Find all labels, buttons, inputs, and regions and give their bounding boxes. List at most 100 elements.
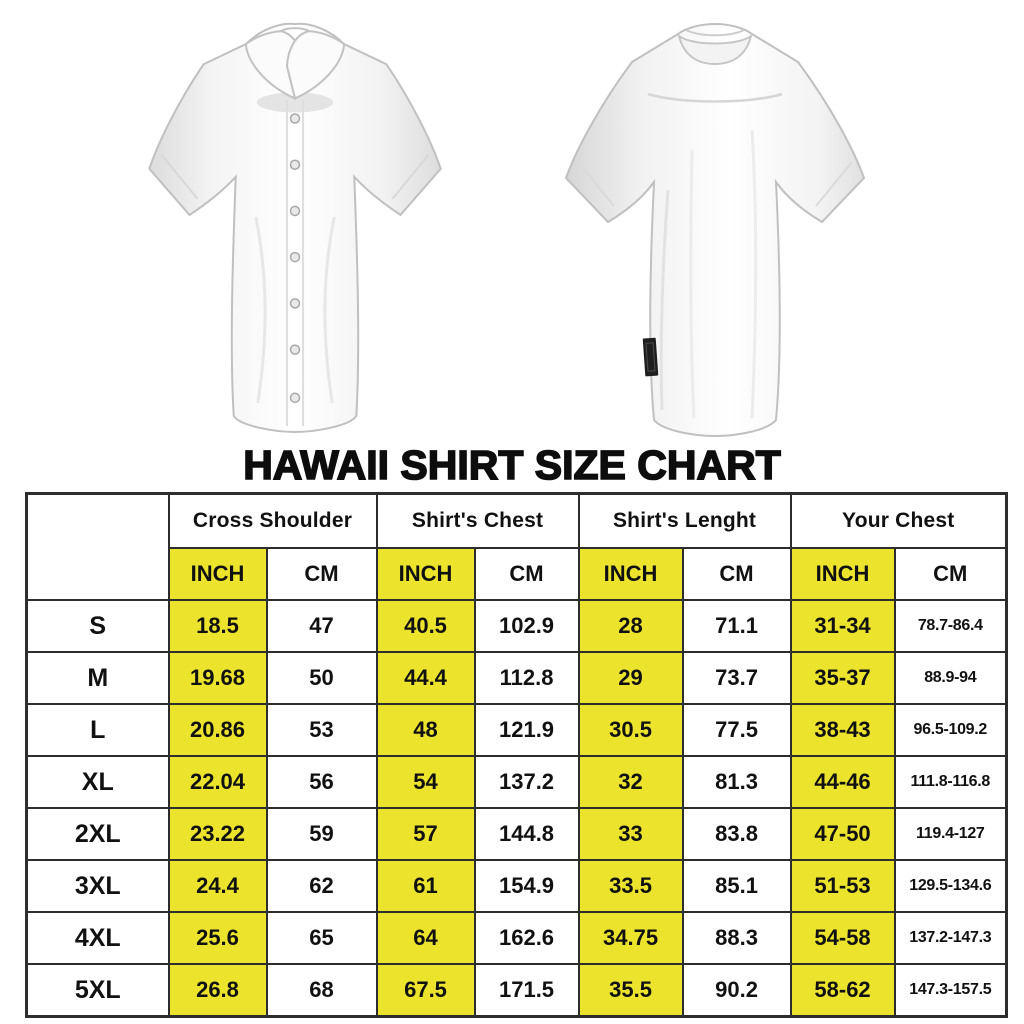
inch-cell: 23.22 — [167, 807, 268, 861]
inch-cell: 54 — [375, 755, 476, 809]
unit-header-inch: INCH — [167, 547, 268, 601]
unit-header-inch: INCH — [789, 547, 896, 601]
cm-cell: 171.5 — [473, 963, 580, 1018]
unit-header-cm: CM — [893, 547, 1008, 601]
cm-cell: 73.7 — [681, 651, 792, 705]
back-yoke-seam — [647, 92, 783, 103]
unit-header-cm: CM — [473, 547, 580, 601]
size-cell: 5XL — [25, 963, 170, 1018]
unit-header-cm: CM — [681, 547, 792, 601]
inch-cell: 20.86 — [167, 703, 268, 757]
inch-cell: 33.5 — [577, 859, 684, 913]
front-neck-shadow — [256, 92, 334, 113]
cm-cell: 88.9-94 — [893, 651, 1008, 705]
size-column-corner-cell — [25, 492, 170, 601]
cm-cell: 68 — [265, 963, 378, 1018]
cm-cell: 81.3 — [681, 755, 792, 809]
cm-cell: 119.4-127 — [893, 807, 1008, 861]
inch-cell: 22.04 — [167, 755, 268, 809]
cm-cell: 154.9 — [473, 859, 580, 913]
inch-cell: 19.68 — [167, 651, 268, 705]
cm-cell: 88.3 — [681, 911, 792, 965]
inch-cell: 25.6 — [167, 911, 268, 965]
cm-cell: 53 — [265, 703, 378, 757]
group-header-shirts-lenght: Shirt's Lenght — [577, 492, 792, 549]
table-group-header-row: Cross Shoulder Shirt's Chest Shirt's Len… — [25, 492, 1008, 601]
back-side-tag — [642, 337, 659, 377]
page-title: HAWAII SHIRT SIZE CHART — [242, 442, 781, 489]
size-chart-table: Cross Shoulder Shirt's Chest Shirt's Len… — [25, 492, 1009, 1018]
front-collar — [244, 27, 346, 100]
cm-cell: 162.6 — [473, 911, 580, 965]
cm-cell: 83.8 — [681, 807, 792, 861]
shirt-back-illustration — [564, 22, 866, 438]
inch-cell: 30.5 — [577, 703, 684, 757]
table-row-2xl: 2XL 23.22 59 57 144.8 33 83.8 47-50 119.… — [25, 807, 1008, 861]
cm-cell: 129.5-134.6 — [893, 859, 1008, 913]
inch-cell: 34.75 — [577, 911, 684, 965]
inch-cell: 31-34 — [789, 599, 896, 653]
inch-cell: 67.5 — [375, 963, 476, 1018]
group-header-shirts-chest: Shirt's Chest — [375, 492, 580, 549]
front-left-sleeve-seam — [160, 154, 199, 200]
inch-cell: 58-62 — [789, 963, 896, 1018]
cm-cell: 71.1 — [681, 599, 792, 653]
front-placket — [285, 100, 305, 426]
size-cell: M — [25, 651, 170, 705]
cm-cell: 137.2 — [473, 755, 580, 809]
inch-cell: 35-37 — [789, 651, 896, 705]
inch-cell: 35.5 — [577, 963, 684, 1018]
inch-cell: 51-53 — [789, 859, 896, 913]
front-buttons — [289, 113, 301, 404]
table-row-4xl: 4XL 25.6 65 64 162.6 34.75 88.3 54-58 13… — [25, 911, 1008, 965]
shirt-front-illustration — [148, 22, 442, 433]
inch-cell: 44.4 — [375, 651, 476, 705]
table-row-3xl: 3XL 24.4 62 61 154.9 33.5 85.1 51-53 129… — [25, 859, 1008, 913]
size-cell: 3XL — [25, 859, 170, 913]
cm-cell: 65 — [265, 911, 378, 965]
cm-cell: 121.9 — [473, 703, 580, 757]
table-row-5xl: 5XL 26.8 68 67.5 171.5 35.5 90.2 58-62 1… — [25, 963, 1008, 1018]
size-cell: S — [25, 599, 170, 653]
table-row-s: S 18.5 47 40.5 102.9 28 71.1 31-34 78.7-… — [25, 599, 1008, 653]
cm-cell: 112.8 — [473, 651, 580, 705]
cm-cell: 47 — [265, 599, 378, 653]
shirt-front-body — [148, 22, 442, 433]
inch-cell: 57 — [375, 807, 476, 861]
group-header-cross-shoulder: Cross Shoulder — [167, 492, 378, 549]
cm-cell: 137.2-147.3 — [893, 911, 1008, 965]
inch-cell: 32 — [577, 755, 684, 809]
cm-cell: 62 — [265, 859, 378, 913]
cm-cell: 77.5 — [681, 703, 792, 757]
inch-cell: 18.5 — [167, 599, 268, 653]
inch-cell: 47-50 — [789, 807, 896, 861]
back-collar-band — [677, 29, 753, 66]
unit-header-cm: CM — [265, 547, 378, 601]
cm-cell: 50 — [265, 651, 378, 705]
cm-cell: 85.1 — [681, 859, 792, 913]
inch-cell: 54-58 — [789, 911, 896, 965]
table-unit-header-row: INCH CM INCH CM INCH CM INCH CM — [27, 547, 1008, 601]
inch-cell: 38-43 — [789, 703, 896, 757]
table-row-m: M 19.68 50 44.4 112.8 29 73.7 35-37 88.9… — [25, 651, 1008, 705]
inch-cell: 61 — [375, 859, 476, 913]
inch-cell: 28 — [577, 599, 684, 653]
table-row-xl: XL 22.04 56 54 137.2 32 81.3 44-46 111.8… — [25, 755, 1008, 809]
cm-cell: 111.8-116.8 — [893, 755, 1008, 809]
cm-cell: 102.9 — [473, 599, 580, 653]
cm-cell: 147.3-157.5 — [893, 963, 1008, 1018]
size-cell: L — [25, 703, 170, 757]
unit-header-inch: INCH — [577, 547, 684, 601]
size-cell: 4XL — [25, 911, 170, 965]
size-cell: XL — [25, 755, 170, 809]
cm-cell: 59 — [265, 807, 378, 861]
cm-cell: 78.7-86.4 — [893, 599, 1008, 653]
cm-cell: 90.2 — [681, 963, 792, 1018]
cm-cell: 96.5-109.2 — [893, 703, 1008, 757]
inch-cell: 33 — [577, 807, 684, 861]
inch-cell: 40.5 — [375, 599, 476, 653]
inch-cell: 24.4 — [167, 859, 268, 913]
size-cell: 2XL — [25, 807, 170, 861]
inch-cell: 64 — [375, 911, 476, 965]
